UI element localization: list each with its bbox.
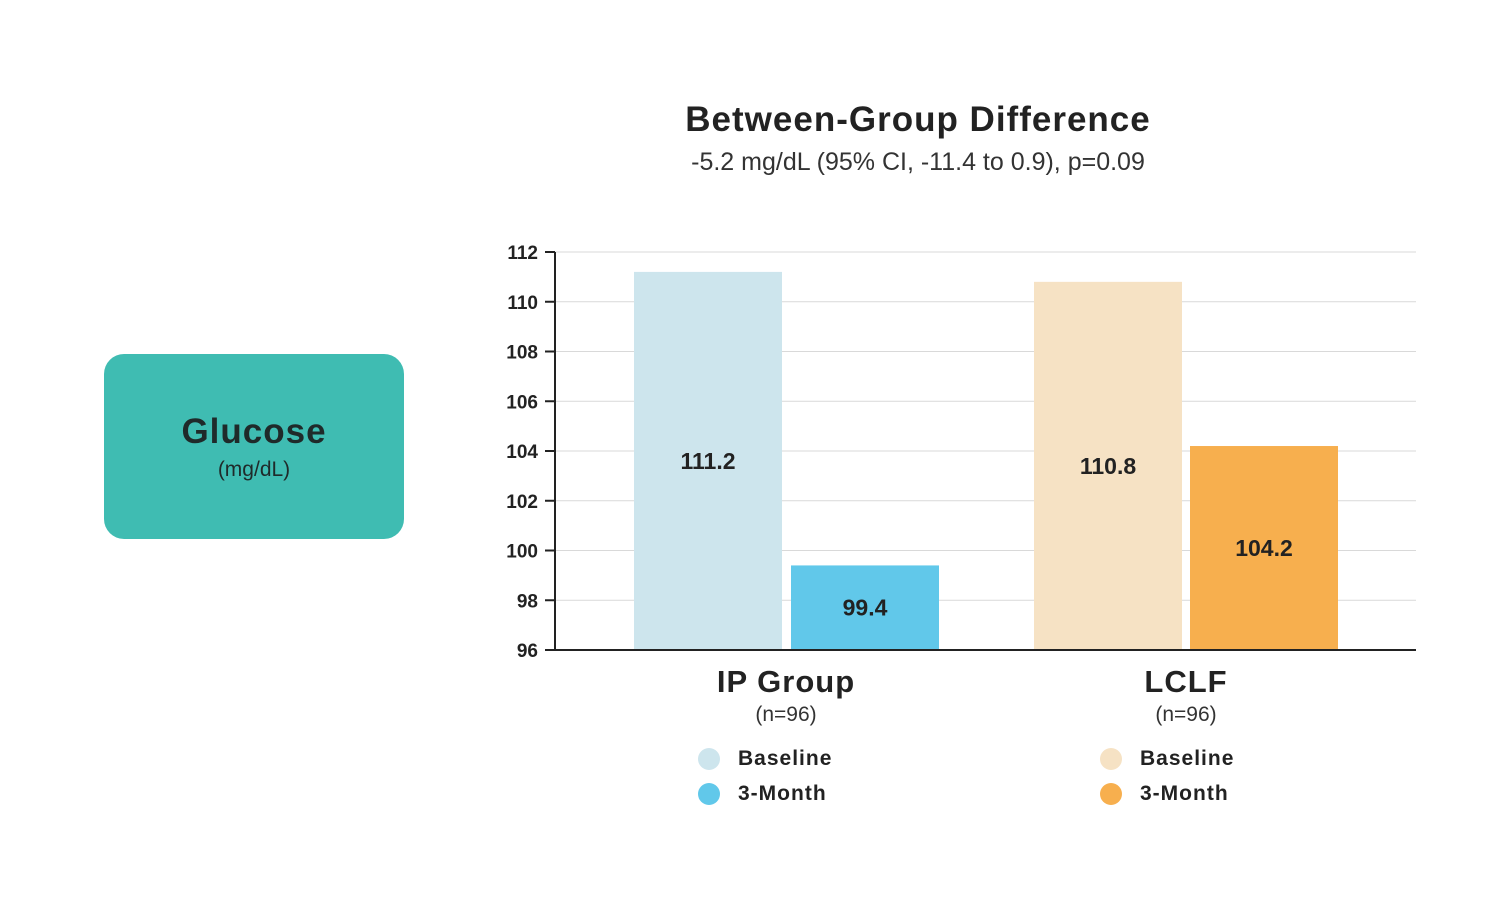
y-tick-label: 96 (517, 641, 538, 662)
group-n-ip: (n=96) (755, 703, 817, 726)
y-tick-label: 102 (506, 492, 538, 513)
bar (634, 271, 782, 650)
y-tick-label: 108 (506, 343, 538, 364)
y-tick-label: 100 (506, 542, 538, 563)
data-label: 111.2 (680, 448, 735, 474)
data-label: 104.2 (1235, 535, 1293, 561)
legend-swatch (698, 783, 720, 805)
group-n-lclf: (n=96) (1155, 703, 1217, 726)
bar (791, 565, 939, 650)
legend-label: 3-Month (1140, 782, 1229, 805)
metric-unit: (mg/dL) (217, 457, 291, 481)
bar (1190, 446, 1338, 650)
y-tick-label: 112 (507, 243, 538, 264)
legend-swatch (1100, 783, 1122, 805)
legend-ip-baseline: Baseline (698, 747, 832, 771)
chart-subtitle: -5.2 mg/dL (95% CI, -11.4 to 0.9), p=0.0… (691, 148, 1145, 176)
metric-title: Glucose (181, 411, 327, 451)
legend-label: Baseline (738, 747, 833, 770)
legend-ip-3month: 3-Month (698, 782, 827, 806)
y-tick-label: 104 (506, 442, 538, 463)
legend-swatch (1100, 748, 1122, 770)
legend-label: Baseline (1140, 747, 1235, 770)
legend-lclf-baseline: Baseline (1100, 747, 1234, 771)
group-label-lclf: LCLF (1144, 664, 1228, 699)
group-label-ip: IP Group (716, 664, 856, 699)
y-tick-label: 106 (506, 392, 538, 413)
chart-title: Between-Group Difference (685, 100, 1151, 139)
data-label: 110.8 (1080, 453, 1136, 479)
legend-swatch (698, 748, 720, 770)
legend-lclf-3month: 3-Month (1100, 782, 1229, 806)
bar (1034, 281, 1182, 650)
legend-label: 3-Month (738, 782, 827, 805)
data-label: 99.4 (843, 595, 888, 621)
y-tick-label: 98 (517, 591, 538, 612)
y-tick-label: 110 (507, 293, 538, 314)
metric-label-box: Glucose (mg/dL) (104, 354, 404, 539)
